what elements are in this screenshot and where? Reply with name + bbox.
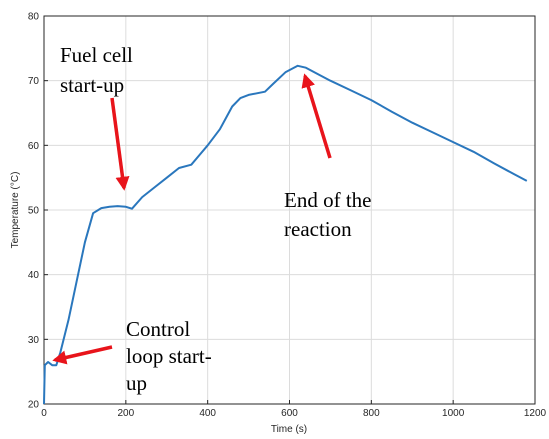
y-tick-label: 20 xyxy=(28,400,40,411)
annotation-arrow xyxy=(52,345,113,365)
plot-frame xyxy=(43,15,536,405)
y-tick-label: 80 xyxy=(28,12,40,23)
x-tick-label: 800 xyxy=(363,408,380,419)
annotation: End of the xyxy=(284,188,371,212)
y-tick-label: 70 xyxy=(28,76,40,87)
y-tick-label: 60 xyxy=(28,141,40,152)
data-line xyxy=(43,64,528,405)
x-tick-label: 1000 xyxy=(442,408,465,419)
y-tick-label: 40 xyxy=(28,270,40,281)
annotation-arrow xyxy=(110,97,130,191)
x-tick-label: 1200 xyxy=(524,408,547,419)
x-tick-label: 200 xyxy=(117,408,134,419)
annotation: start-up xyxy=(60,73,124,97)
x-axis-label: Time (s) xyxy=(271,424,307,435)
y-tick-label: 50 xyxy=(28,206,40,217)
annotation: loop start- xyxy=(126,344,212,368)
x-tick-label: 600 xyxy=(281,408,298,419)
annotation: reaction xyxy=(284,217,352,241)
annotation: up xyxy=(126,371,147,395)
annotation-arrow xyxy=(301,73,332,159)
x-tick-label: 400 xyxy=(199,408,216,419)
annotation: Fuel cell xyxy=(60,43,133,67)
annotation: Control xyxy=(126,317,190,341)
y-tick-label: 30 xyxy=(28,335,40,346)
y-axis-label: Temperature (°C) xyxy=(10,172,21,249)
x-tick-label: 0 xyxy=(41,408,47,419)
